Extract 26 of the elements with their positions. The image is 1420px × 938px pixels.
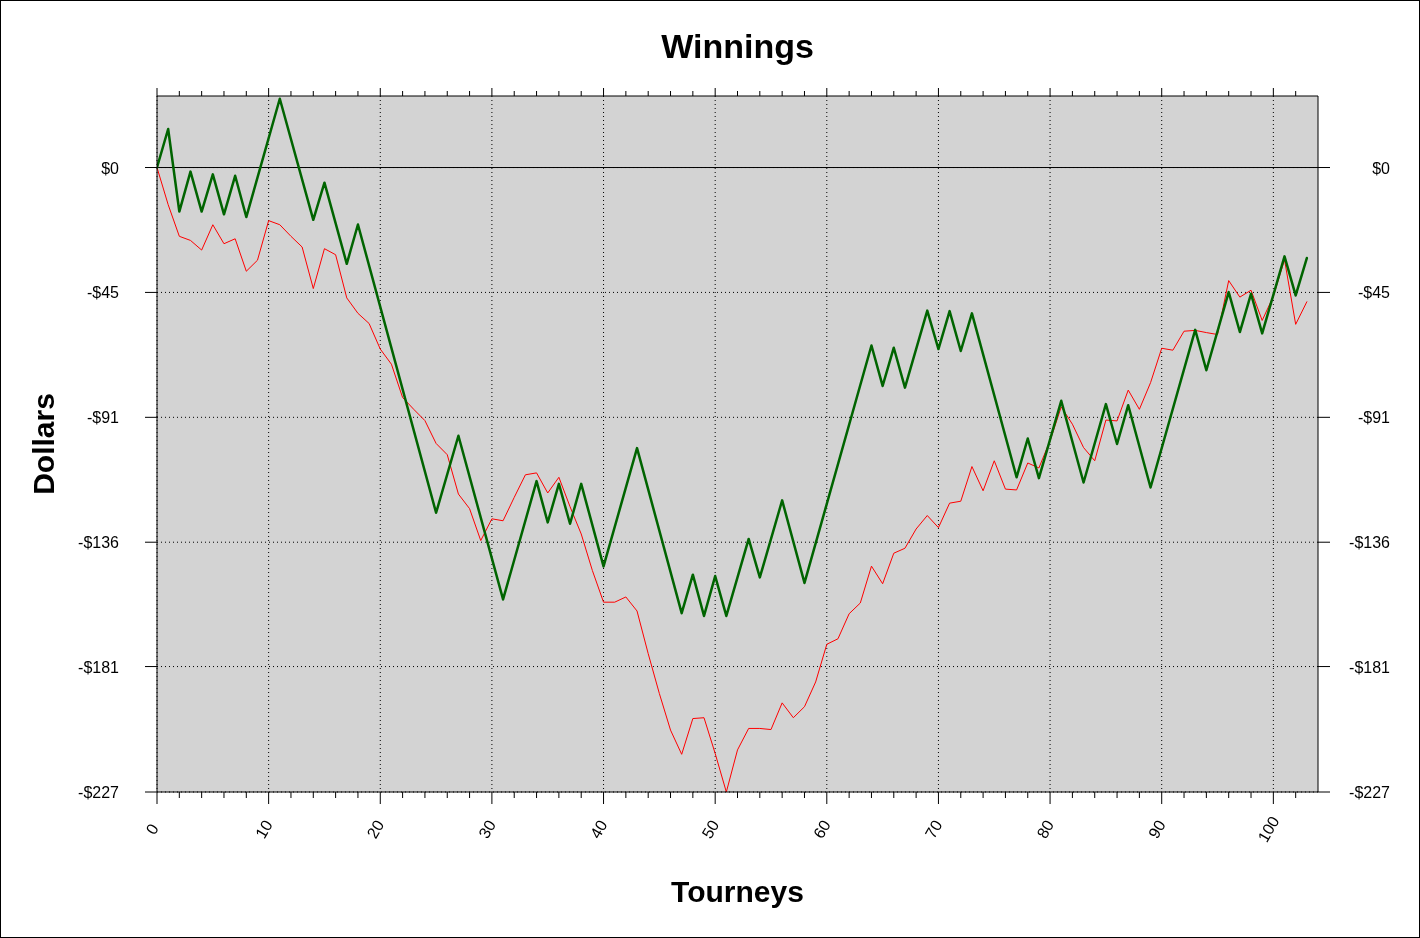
- y2-tick-label: -$227: [1349, 784, 1391, 801]
- y-tick-label: $0: [101, 159, 120, 177]
- y-tick-label: -$227: [78, 784, 120, 801]
- x-tick-label: 30: [475, 817, 499, 842]
- x-tick-label: 90: [1145, 817, 1169, 842]
- y-axis-title: Dollars: [27, 393, 60, 495]
- y-tick-label: -$45: [86, 284, 120, 302]
- x-axis-title: Tourneys: [671, 875, 804, 908]
- x-tick-label: 50: [698, 817, 723, 842]
- x-tick-label: 0: [142, 821, 162, 838]
- y-tick-label: -$136: [78, 534, 120, 552]
- x-tick-label: 20: [363, 817, 388, 842]
- y2-tick-label: -$91: [1357, 409, 1391, 427]
- x-tick-label: 70: [921, 817, 946, 842]
- y-tick-label: -$181: [78, 658, 120, 676]
- y2-tick-label: $0: [1372, 159, 1391, 177]
- y2-tick-label: -$136: [1349, 534, 1391, 552]
- x-tick-label: 60: [810, 817, 834, 842]
- x-tick-label: 40: [586, 817, 611, 842]
- y2-tick-label: -$45: [1357, 284, 1391, 302]
- x-tick-label: 10: [252, 817, 276, 842]
- chart-title: Winnings: [661, 27, 814, 65]
- x-tick-label: 100: [1254, 813, 1283, 846]
- y2-tick-label: -$181: [1349, 658, 1391, 676]
- x-tick-label: 80: [1033, 817, 1058, 842]
- y-tick-label: -$91: [86, 409, 120, 427]
